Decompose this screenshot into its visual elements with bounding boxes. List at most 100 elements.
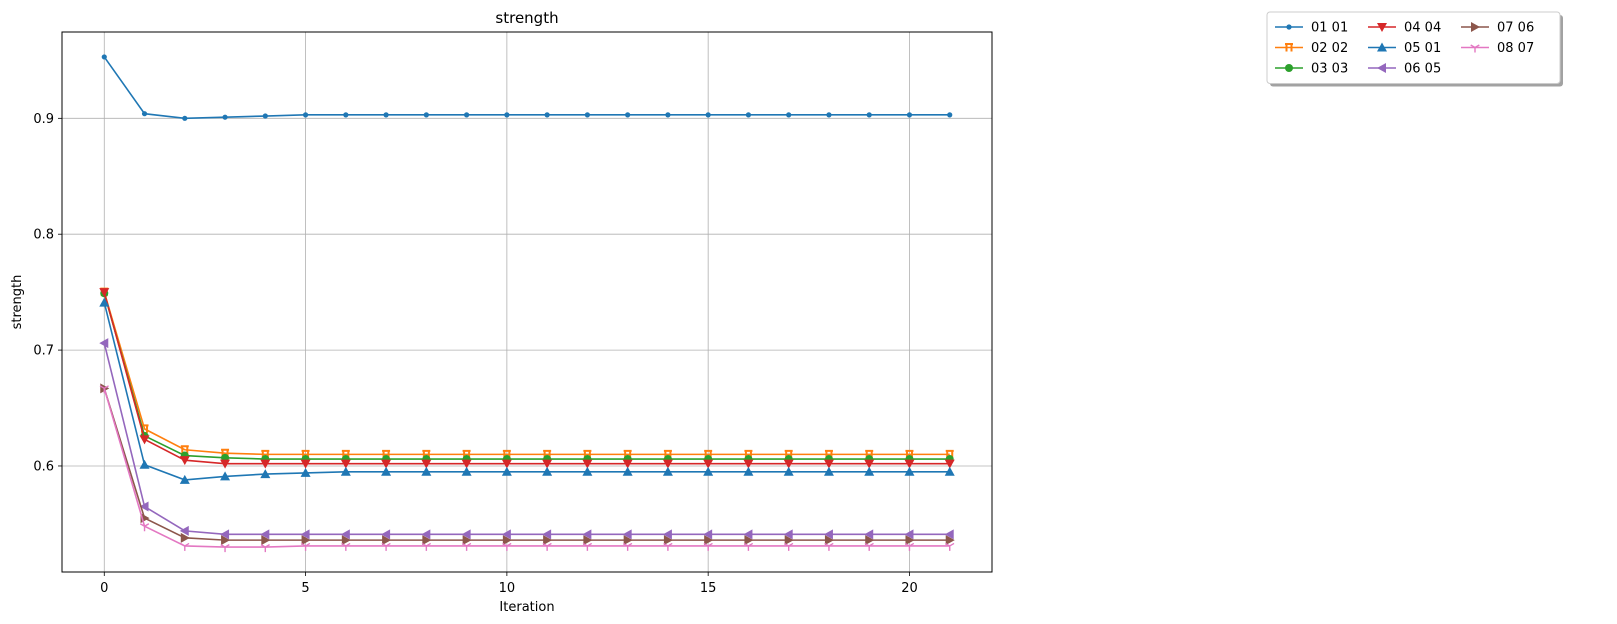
data-point xyxy=(662,466,673,476)
data-point xyxy=(139,523,150,532)
legend-item: 07 06 xyxy=(1461,21,1534,36)
data-point xyxy=(260,543,270,553)
x-axis-label: Iteration xyxy=(499,600,554,615)
data-point xyxy=(662,459,673,469)
axis-ticks: 0 5 10 15 20 0.6 0.7 0.8 0.9 xyxy=(33,112,917,596)
legend-marker xyxy=(1377,63,1386,73)
data-point xyxy=(864,459,875,469)
data-point xyxy=(341,542,351,551)
series-08-07 xyxy=(99,385,955,553)
y-tick-label: 0.8 xyxy=(33,228,54,243)
data-point xyxy=(823,529,833,540)
data-point xyxy=(582,542,593,551)
data-point xyxy=(784,535,794,546)
data-point xyxy=(703,542,713,551)
legend-label: 05 01 xyxy=(1404,41,1441,56)
legend-marker xyxy=(1377,23,1387,32)
series-line xyxy=(103,56,950,120)
data-point xyxy=(139,459,150,469)
data-point xyxy=(663,535,673,546)
data-point xyxy=(99,338,109,349)
data-point xyxy=(383,112,389,118)
data-point xyxy=(622,466,633,476)
legend-item: 08 07 xyxy=(1461,41,1534,56)
data-point xyxy=(501,466,512,476)
data-point xyxy=(381,466,392,476)
legend-item: 02 02 xyxy=(1275,41,1348,56)
data-point xyxy=(221,535,231,546)
legend-label: 08 07 xyxy=(1497,41,1534,56)
data-point xyxy=(864,529,874,540)
y-tick-label: 0.7 xyxy=(33,344,54,359)
data-point xyxy=(261,535,271,546)
legend-label: 03 03 xyxy=(1311,62,1348,77)
x-tick-label: 5 xyxy=(301,581,309,596)
data-point xyxy=(179,456,190,466)
data-point xyxy=(300,459,311,469)
data-point xyxy=(300,542,311,551)
data-point xyxy=(340,466,351,476)
data-point xyxy=(944,459,955,469)
data-point xyxy=(182,115,188,121)
data-point xyxy=(542,459,553,469)
data-point xyxy=(622,459,633,469)
data-point xyxy=(343,112,349,118)
axes-frame xyxy=(61,31,993,573)
data-point xyxy=(944,466,955,476)
series-group xyxy=(99,54,955,553)
data-point xyxy=(662,529,672,540)
data-point xyxy=(461,459,472,469)
data-point xyxy=(422,535,432,546)
legend-label: 02 02 xyxy=(1311,41,1348,56)
series-05-01 xyxy=(99,297,955,484)
data-point xyxy=(180,542,190,551)
data-point xyxy=(945,542,955,551)
y-tick-label: 0.9 xyxy=(33,112,54,127)
legend-item: 04 04 xyxy=(1368,21,1441,36)
data-point xyxy=(743,529,753,540)
data-point xyxy=(823,466,834,476)
legend: 01 01 02 02 03 03 04 04 05 01 06 05 07 06 08 07 xyxy=(1266,11,1563,87)
series-line xyxy=(103,291,950,465)
data-point xyxy=(300,467,311,477)
series-line xyxy=(103,388,950,541)
data-point xyxy=(786,112,792,118)
data-point xyxy=(905,535,915,546)
data-point xyxy=(784,542,794,551)
series-line xyxy=(103,293,950,460)
data-point xyxy=(180,532,190,543)
data-point xyxy=(625,112,631,118)
data-point xyxy=(866,112,872,118)
data-point xyxy=(582,466,593,476)
data-point xyxy=(947,112,953,118)
series-07-06 xyxy=(100,383,955,546)
series-01-01 xyxy=(101,54,953,121)
data-point xyxy=(904,542,915,551)
legend-marker xyxy=(1285,64,1293,72)
data-point xyxy=(824,535,834,546)
data-point xyxy=(945,535,955,546)
data-point xyxy=(622,542,633,551)
data-point xyxy=(502,535,512,546)
data-point xyxy=(904,529,914,540)
y-tick-label: 0.6 xyxy=(33,459,54,474)
series-line xyxy=(103,302,950,481)
data-point xyxy=(301,535,311,546)
data-point xyxy=(139,435,150,445)
data-point xyxy=(783,459,794,469)
data-point xyxy=(743,542,754,551)
data-point xyxy=(421,459,432,469)
data-point xyxy=(220,471,231,481)
data-point xyxy=(944,529,954,540)
data-point xyxy=(99,385,109,394)
legend-marker xyxy=(1470,44,1480,53)
data-point xyxy=(340,529,350,540)
data-point xyxy=(260,459,271,469)
data-point xyxy=(543,535,553,546)
data-point xyxy=(141,111,148,117)
legend-label: 01 01 xyxy=(1311,21,1348,36)
legend-item: 06 05 xyxy=(1368,62,1441,77)
legend-label: 06 05 xyxy=(1404,62,1441,77)
data-point xyxy=(501,459,512,469)
